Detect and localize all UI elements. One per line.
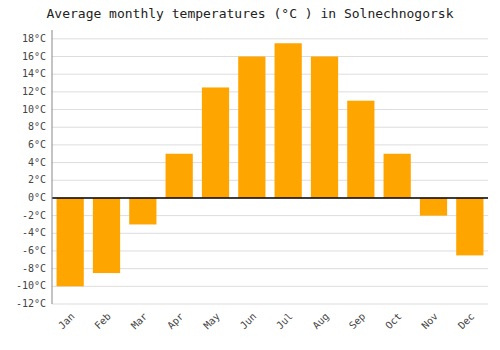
y-tick-label: -6°C — [22, 245, 46, 256]
grid-line — [52, 144, 488, 145]
title: Average monthly temperatures (°C ) in So… — [47, 6, 454, 21]
x-tick-label: Sep — [347, 311, 368, 332]
x-tick-label: Jun — [238, 311, 259, 332]
grid-line — [52, 180, 488, 181]
x-tick-label: Feb — [92, 311, 113, 332]
bars — [57, 43, 484, 286]
y-tick-label: -2°C — [22, 210, 46, 221]
y-ticks: -12°C -10°C -8°C -6°C -4°C -2°C 0°C 2°C 4°C 6°C 8°… — [16, 33, 46, 309]
x-tick-label: Mar — [129, 311, 150, 332]
grid-line — [52, 197, 488, 198]
y-tick-label: 12°C — [22, 86, 46, 97]
y-tick-label: -10°C — [16, 280, 46, 291]
y-tick-label: 10°C — [22, 104, 46, 115]
x-tick-label: May — [201, 311, 222, 332]
x-tick-label: Jan — [56, 311, 77, 332]
y-tick-label: 6°C — [28, 139, 46, 150]
x-tick-label: Apr — [165, 311, 186, 332]
y-tick-label: 16°C — [22, 51, 46, 62]
bar — [311, 57, 338, 198]
grid-line — [52, 56, 488, 57]
bar — [57, 198, 84, 286]
grid-line — [52, 286, 488, 287]
bar — [456, 198, 483, 255]
y-tick-label: -4°C — [22, 227, 46, 238]
x-tick-label: Oct — [383, 311, 404, 332]
grid-line — [52, 109, 488, 110]
grid-line — [52, 162, 488, 163]
x-tick-label: Dec — [456, 311, 477, 332]
bar — [93, 198, 120, 273]
bar — [166, 154, 193, 198]
zero-line — [52, 197, 488, 199]
x-tick-label: Nov — [419, 311, 440, 332]
y-tick-label: 18°C — [22, 33, 46, 44]
chart: -12°C -10°C -8°C -6°C -4°C -2°C 0°C 2°C 4°C 6°C 8°… — [0, 0, 500, 350]
bar — [420, 198, 447, 216]
y-tick-label: -8°C — [22, 263, 46, 274]
grid-line — [52, 74, 488, 75]
x-tick-label: Jul — [274, 311, 295, 332]
y-tick-label: 8°C — [28, 121, 46, 132]
y-tick-label: 2°C — [28, 174, 46, 185]
bar — [238, 57, 265, 198]
y-axis-line — [52, 30, 53, 304]
grid — [52, 39, 488, 304]
x-ticks: Jan Feb Mar Apr May Jun Jul Aug Sep Oct Nov Dec — [56, 311, 476, 332]
bar — [202, 87, 229, 197]
bar — [129, 198, 156, 225]
y-tick-label: 0°C — [28, 192, 46, 203]
y-tick-label: -12°C — [16, 298, 46, 309]
y-tick-label: 4°C — [28, 157, 46, 168]
bar — [347, 101, 374, 198]
bar — [275, 43, 302, 198]
bar — [384, 154, 411, 198]
grid-line — [52, 127, 488, 128]
grid-line — [52, 38, 488, 39]
x-tick-label: Aug — [310, 311, 331, 332]
grid-line — [52, 91, 488, 92]
grid-line — [52, 304, 488, 305]
y-tick-label: 14°C — [22, 68, 46, 79]
